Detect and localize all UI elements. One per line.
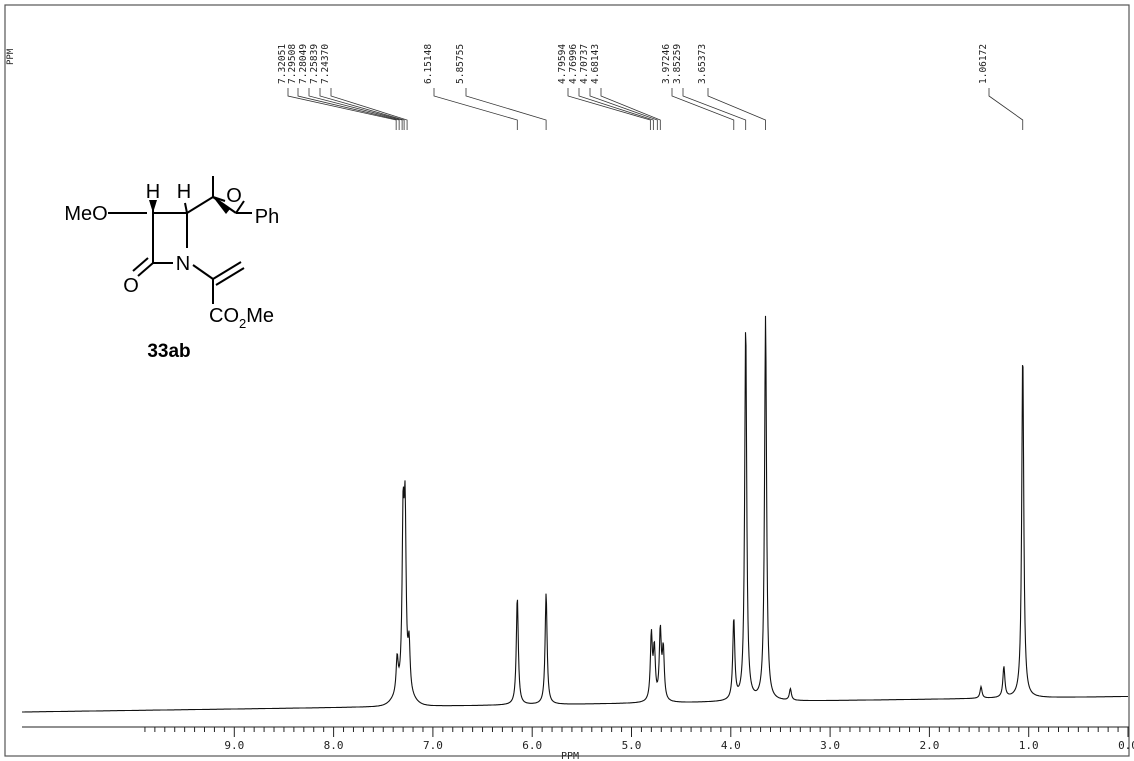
peak-leader-line	[578, 88, 654, 130]
h-label-c3: H	[146, 181, 160, 203]
bond	[184, 202, 188, 214]
x-tick-label: 3.0	[820, 739, 840, 752]
peak-leader-line	[465, 88, 547, 130]
peak-label: 4.68143	[590, 44, 601, 84]
peak-leader-line	[297, 88, 400, 130]
peak-leader-line	[330, 88, 408, 130]
x-tick-label: 2.0	[919, 739, 939, 752]
meo-label: MeO	[64, 203, 107, 225]
peak-label: 4.70737	[579, 44, 590, 84]
peak-leader-line	[433, 88, 518, 130]
wedge-bond	[149, 200, 157, 213]
peak-label: 4.79594	[557, 44, 568, 84]
peak-label: 4.76996	[568, 44, 579, 84]
x-tick-label: 0.0	[1118, 739, 1134, 752]
peak-label: 3.65373	[697, 44, 708, 84]
wedge-bond	[213, 197, 230, 214]
bond	[192, 264, 214, 280]
bond	[212, 196, 237, 214]
x-tick-label: 7.0	[423, 739, 443, 752]
carbonyl-o-label: O	[123, 275, 139, 297]
plot-border	[4, 4, 1130, 757]
peak-leader-line	[671, 88, 735, 130]
peak-leader-line	[600, 88, 661, 130]
peak-label: 1.06172	[978, 44, 989, 84]
peak-leader-line	[988, 88, 1024, 130]
compound-id: 33ab	[147, 341, 190, 362]
n-label: N	[176, 253, 190, 275]
peak-label: 7.28049	[298, 44, 309, 84]
peak-leader-line	[287, 88, 397, 130]
bond	[235, 200, 245, 214]
x-axis-title: PPM	[561, 751, 579, 761]
bond	[215, 267, 245, 286]
peak-label: 7.29508	[287, 44, 298, 84]
peak-label: 7.25839	[309, 44, 320, 84]
axis-unit-top: PPM	[6, 48, 16, 65]
x-tick-label: 4.0	[721, 739, 741, 752]
x-tick-label: 8.0	[324, 739, 344, 752]
x-tick-label: 1.0	[1019, 739, 1039, 752]
peak-leader-line	[589, 88, 658, 130]
peak-leader-line	[308, 88, 403, 130]
bond	[132, 257, 149, 272]
x-axis-ticks: 9.0 8.0 7.0 6.0 5.0 4.0 3.0 2.0 1.0 0.0	[144, 727, 1134, 752]
x-tick-label: 6.0	[522, 739, 542, 752]
spectrum-trace	[22, 315, 1128, 713]
peak-leader-line	[682, 88, 747, 130]
bond	[212, 261, 242, 280]
peak-label-group: 7.32051 7.29508 7.28049 7.25839 7.24370 6.151…	[277, 44, 1024, 130]
peak-label: 3.85259	[672, 44, 683, 84]
molecule-structure: MeO H H O Ph N O CO2Me 33ab	[64, 176, 279, 362]
peak-label: 6.15148	[423, 44, 434, 84]
peak-leader-line	[319, 88, 405, 130]
h-label-c4: H	[177, 181, 191, 203]
ester-label: CO2Me	[209, 305, 274, 331]
x-tick-label: 5.0	[622, 739, 642, 752]
peak-label: 7.32051	[277, 44, 288, 84]
epoxide-o-label: O	[226, 185, 242, 207]
peak-leader-line	[707, 88, 766, 130]
peak-label: 5.85755	[455, 44, 466, 84]
peak-label: 7.24370	[320, 44, 331, 84]
bond	[137, 262, 154, 277]
peak-label: 3.97246	[661, 44, 672, 84]
bond	[186, 196, 214, 214]
peak-leader-line	[567, 88, 651, 130]
x-tick-label: 9.0	[224, 739, 244, 752]
phenyl-label: Ph	[255, 206, 279, 228]
